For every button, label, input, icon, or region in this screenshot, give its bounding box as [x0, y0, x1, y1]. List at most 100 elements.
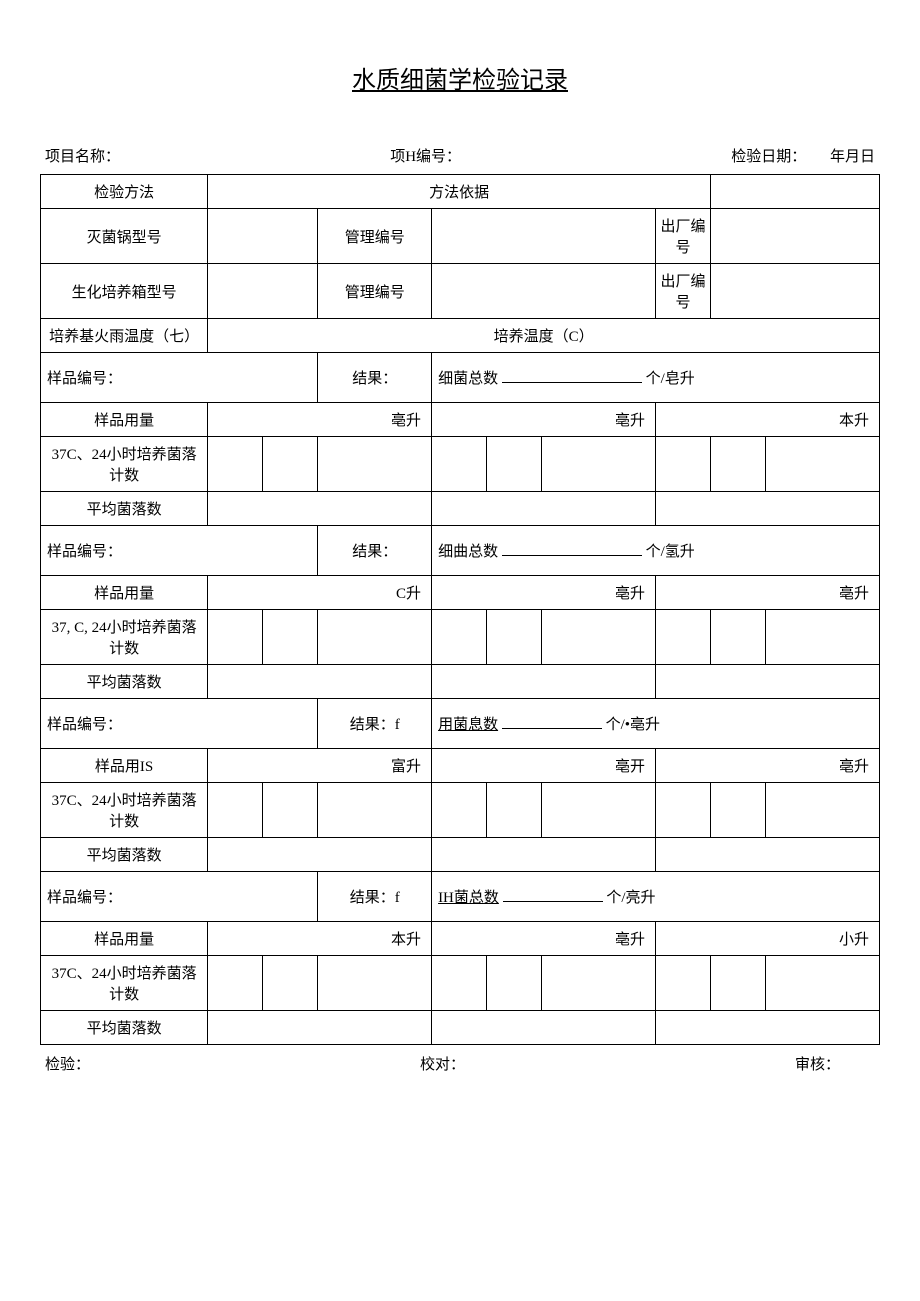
sample1-avg2[interactable]	[432, 492, 656, 526]
sample3-colony-label: 37C、24小时培养菌落计数	[41, 783, 208, 838]
incubator-mgmt-label: 管理编号	[318, 264, 432, 319]
sample2-avg1[interactable]	[208, 665, 432, 699]
sample2-c5[interactable]	[487, 610, 542, 665]
sample4-avg3[interactable]	[655, 1011, 879, 1045]
sample1-c6[interactable]	[542, 437, 656, 492]
sample3-c1[interactable]	[208, 783, 263, 838]
sample2-avg-label: 平均菌落数	[41, 665, 208, 699]
sample1-c9[interactable]	[766, 437, 880, 492]
project-code-label: 项H编号：	[390, 145, 461, 166]
sample1-c3[interactable]	[318, 437, 432, 492]
sample1-c4[interactable]	[432, 437, 487, 492]
incubator-factory-label: 出厂编号	[655, 264, 710, 319]
incubator-value[interactable]	[208, 264, 318, 319]
sample4-c4[interactable]	[432, 956, 487, 1011]
sterilizer-row: 灭菌锅型号 管理编号 出厂编号	[41, 209, 880, 264]
sample4-amount-label: 样品用量	[41, 922, 208, 956]
incubate-temp-label: 培养温度（C）	[208, 319, 880, 353]
sterilizer-value[interactable]	[208, 209, 318, 264]
incubator-factory-value[interactable]	[711, 264, 880, 319]
sample4-unit2: 亳升	[432, 922, 656, 956]
sample2-c2[interactable]	[263, 610, 318, 665]
sample3-c4[interactable]	[432, 783, 487, 838]
sample4-unit: 个/亮升	[606, 890, 655, 906]
sample1-c1[interactable]	[208, 437, 263, 492]
sample1-c7[interactable]	[655, 437, 710, 492]
sample2-header: 样品编号： 结果： 细曲总数 个/氢升	[41, 526, 880, 576]
sample2-c6[interactable]	[542, 610, 656, 665]
sample4-c5[interactable]	[487, 956, 542, 1011]
sample1-avg1[interactable]	[208, 492, 432, 526]
sample3-avg2[interactable]	[432, 838, 656, 872]
sample2-c7[interactable]	[655, 610, 710, 665]
sample1-bacteria-label: 细菌总数	[438, 371, 498, 387]
header-row: 项目名称： 项H编号： 检验日期： 年月日	[40, 145, 880, 174]
incubator-row: 生化培养箱型号 管理编号 出厂编号	[41, 264, 880, 319]
sample3-result-text: 用菌息数 个/•亳升	[432, 699, 880, 749]
sample3-c6[interactable]	[542, 783, 656, 838]
sample2-c1[interactable]	[208, 610, 263, 665]
sample3-c8[interactable]	[711, 783, 766, 838]
sample1-unit1: 亳升	[208, 403, 432, 437]
sample1-bacteria-value[interactable]	[502, 382, 642, 383]
sample4-c3[interactable]	[318, 956, 432, 1011]
sample4-c7[interactable]	[655, 956, 710, 1011]
sample1-c5[interactable]	[487, 437, 542, 492]
sample2-c8[interactable]	[711, 610, 766, 665]
sterilizer-label: 灭菌锅型号	[41, 209, 208, 264]
sterilizer-factory-label: 出厂编号	[655, 209, 710, 264]
sterilizer-factory-value[interactable]	[711, 209, 880, 264]
sample3-c7[interactable]	[655, 783, 710, 838]
test-method-label: 检验方法	[41, 175, 208, 209]
sample3-amount-label: 样品用IS	[41, 749, 208, 783]
footer-row: 检验： 校对： 审核：	[40, 1053, 880, 1074]
sample3-avg-label: 平均菌落数	[41, 838, 208, 872]
sample2-avg2[interactable]	[432, 665, 656, 699]
sample2-c9[interactable]	[766, 610, 880, 665]
sample4-bacteria-value[interactable]	[503, 901, 603, 902]
sample3-bacteria-value[interactable]	[502, 728, 602, 729]
review-label: 审核：	[795, 1053, 840, 1074]
sample3-avg1[interactable]	[208, 838, 432, 872]
method-basis-label: 方法依据	[208, 175, 711, 209]
sample3-unit: 个/•亳升	[606, 717, 660, 733]
sample2-c3[interactable]	[318, 610, 432, 665]
sample4-avg2[interactable]	[432, 1011, 656, 1045]
sample4-c9[interactable]	[766, 956, 880, 1011]
sample4-avg-label: 平均菌落数	[41, 1011, 208, 1045]
sample1-c2[interactable]	[263, 437, 318, 492]
sample2-c4[interactable]	[432, 610, 487, 665]
sample3-c3[interactable]	[318, 783, 432, 838]
sample1-c8[interactable]	[711, 437, 766, 492]
sample3-c2[interactable]	[263, 783, 318, 838]
sample3-id-label: 样品编号：	[41, 699, 318, 749]
sample3-amount-row: 样品用IS 富升 亳开 亳升	[41, 749, 880, 783]
sample2-bacteria-value[interactable]	[502, 555, 642, 556]
sample3-colony-row: 37C、24小时培养菌落计数	[41, 783, 880, 838]
sample4-c1[interactable]	[208, 956, 263, 1011]
method-basis-value[interactable]	[711, 175, 880, 209]
sample1-avg3[interactable]	[655, 492, 879, 526]
test-date-label: 检验日期：	[731, 149, 806, 165]
sample2-amount-label: 样品用量	[41, 576, 208, 610]
sample2-unit1: C升	[208, 576, 432, 610]
sample2-avg3[interactable]	[655, 665, 879, 699]
sample3-unit1: 富升	[208, 749, 432, 783]
inspector-label: 检验：	[45, 1053, 90, 1074]
incubator-mgmt-value[interactable]	[432, 264, 656, 319]
sample3-c9[interactable]	[766, 783, 880, 838]
sample4-c8[interactable]	[711, 956, 766, 1011]
sample3-avg3[interactable]	[655, 838, 879, 872]
temperature-row: 培养基火雨温度（七） 培养温度（C）	[41, 319, 880, 353]
sample4-avg1[interactable]	[208, 1011, 432, 1045]
sterilizer-mgmt-label: 管理编号	[318, 209, 432, 264]
sample4-c2[interactable]	[263, 956, 318, 1011]
sample3-c5[interactable]	[487, 783, 542, 838]
sample4-c6[interactable]	[542, 956, 656, 1011]
sample2-amount-row: 样品用量 C升 亳升 亳升	[41, 576, 880, 610]
sample1-result-label: 结果：	[318, 353, 432, 403]
inspection-table: 检验方法 方法依据 灭菌锅型号 管理编号 出厂编号 生化培养箱型号 管理编号 出…	[40, 174, 880, 1045]
sterilizer-mgmt-value[interactable]	[432, 209, 656, 264]
test-date-value: 年月日	[830, 149, 875, 165]
sample3-bacteria-label: 用菌息数	[438, 717, 498, 733]
